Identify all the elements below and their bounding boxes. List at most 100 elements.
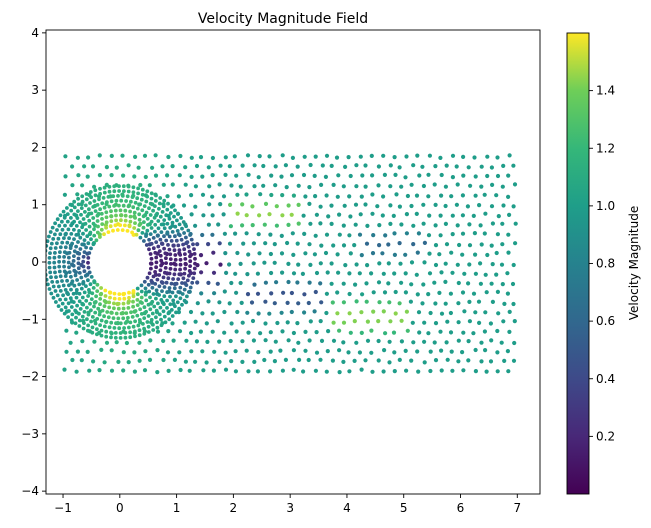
scatter-point	[405, 328, 410, 333]
scatter-point	[102, 304, 107, 308]
scatter-point	[52, 255, 57, 260]
scatter-point	[359, 330, 364, 335]
scatter-point	[302, 154, 307, 159]
scatter-point	[118, 208, 123, 213]
scatter-point	[461, 330, 466, 335]
scatter-point	[126, 325, 131, 330]
scatter-point	[121, 316, 126, 321]
scatter-point	[173, 257, 178, 262]
scatter-point	[62, 215, 67, 220]
scatter-point	[78, 235, 83, 240]
scatter-point	[403, 271, 408, 276]
scatter-point	[76, 256, 81, 261]
scatter-point	[410, 320, 415, 325]
scatter-point	[124, 340, 129, 346]
scatter-point	[137, 223, 142, 228]
scatter-point	[165, 207, 170, 212]
scatter-point	[102, 314, 106, 319]
scatter-point	[51, 295, 56, 300]
scatter-point	[444, 163, 449, 168]
scatter-point	[142, 204, 147, 209]
scatter-point	[472, 231, 477, 236]
scatter-point	[263, 201, 269, 206]
scatter-point	[409, 182, 414, 187]
scatter-point	[307, 280, 312, 285]
scatter-point	[312, 309, 317, 314]
scatter-point	[182, 320, 187, 325]
scatter-point	[86, 278, 90, 283]
scatter-point	[279, 251, 285, 256]
scatter-point	[120, 228, 125, 233]
scatter-point	[57, 223, 62, 228]
scatter-point	[159, 317, 163, 322]
scatter-point	[482, 192, 487, 197]
scatter-point	[56, 304, 61, 308]
scatter-point	[257, 213, 262, 218]
scatter-point	[200, 232, 205, 238]
scatter-point	[303, 348, 308, 353]
scatter-point	[217, 300, 222, 305]
scatter-point	[122, 291, 127, 296]
scatter-point	[473, 271, 478, 276]
scatter-point	[200, 349, 205, 354]
scatter-point	[245, 310, 250, 315]
scatter-point	[399, 339, 404, 344]
scatter-point	[314, 330, 319, 335]
scatter-point	[63, 305, 68, 310]
scatter-point	[252, 184, 257, 189]
scatter-point	[439, 172, 444, 178]
scatter-point	[121, 350, 126, 355]
scatter-point	[128, 214, 133, 219]
scatter-point	[483, 211, 488, 216]
scatter-point	[127, 290, 131, 295]
scatter-point	[67, 255, 71, 260]
scatter-point	[433, 321, 439, 326]
scatter-point	[156, 226, 161, 231]
scatter-point	[142, 220, 146, 225]
scatter-point	[81, 302, 86, 307]
scatter-point	[392, 231, 397, 236]
scatter-point	[66, 260, 71, 265]
scatter-point	[409, 203, 414, 209]
scatter-point	[70, 183, 75, 188]
scatter-point	[456, 338, 461, 343]
scatter-point	[157, 273, 162, 277]
colorbar-tick-label: 0.2	[596, 429, 615, 443]
scatter-point	[206, 165, 211, 170]
scatter-point	[164, 280, 169, 285]
scatter-point	[399, 222, 404, 227]
scatter-point	[246, 369, 251, 374]
scatter-point	[142, 153, 148, 158]
scatter-point	[153, 282, 158, 286]
scatter-point	[144, 199, 149, 204]
scatter-point	[200, 174, 205, 179]
scatter-point	[173, 253, 178, 257]
scatter-point	[62, 255, 66, 259]
scatter-point	[119, 198, 124, 203]
scatter-point	[438, 213, 443, 218]
scatter-point	[51, 237, 56, 241]
scatter-point	[382, 290, 388, 295]
scatter-point	[433, 301, 438, 306]
scatter-point	[63, 223, 67, 228]
scatter-point	[90, 325, 95, 330]
scatter-point	[495, 369, 500, 374]
scatter-point	[126, 189, 131, 194]
scatter-point	[250, 204, 255, 209]
scatter-point	[477, 203, 482, 208]
scatter-point	[148, 252, 153, 256]
scatter-point	[307, 185, 312, 190]
scatter-point	[211, 368, 216, 373]
scatter-point	[416, 310, 422, 315]
scatter-point	[136, 165, 141, 170]
scatter-point	[130, 195, 135, 200]
scatter-point	[496, 214, 501, 219]
scatter-point	[404, 309, 409, 314]
scatter-point	[70, 357, 75, 363]
scatter-point	[74, 288, 79, 292]
scatter-point	[77, 282, 82, 287]
scatter-point	[183, 182, 188, 187]
scatter-point	[99, 328, 104, 333]
scatter-point	[380, 213, 385, 218]
scatter-point	[153, 204, 157, 209]
